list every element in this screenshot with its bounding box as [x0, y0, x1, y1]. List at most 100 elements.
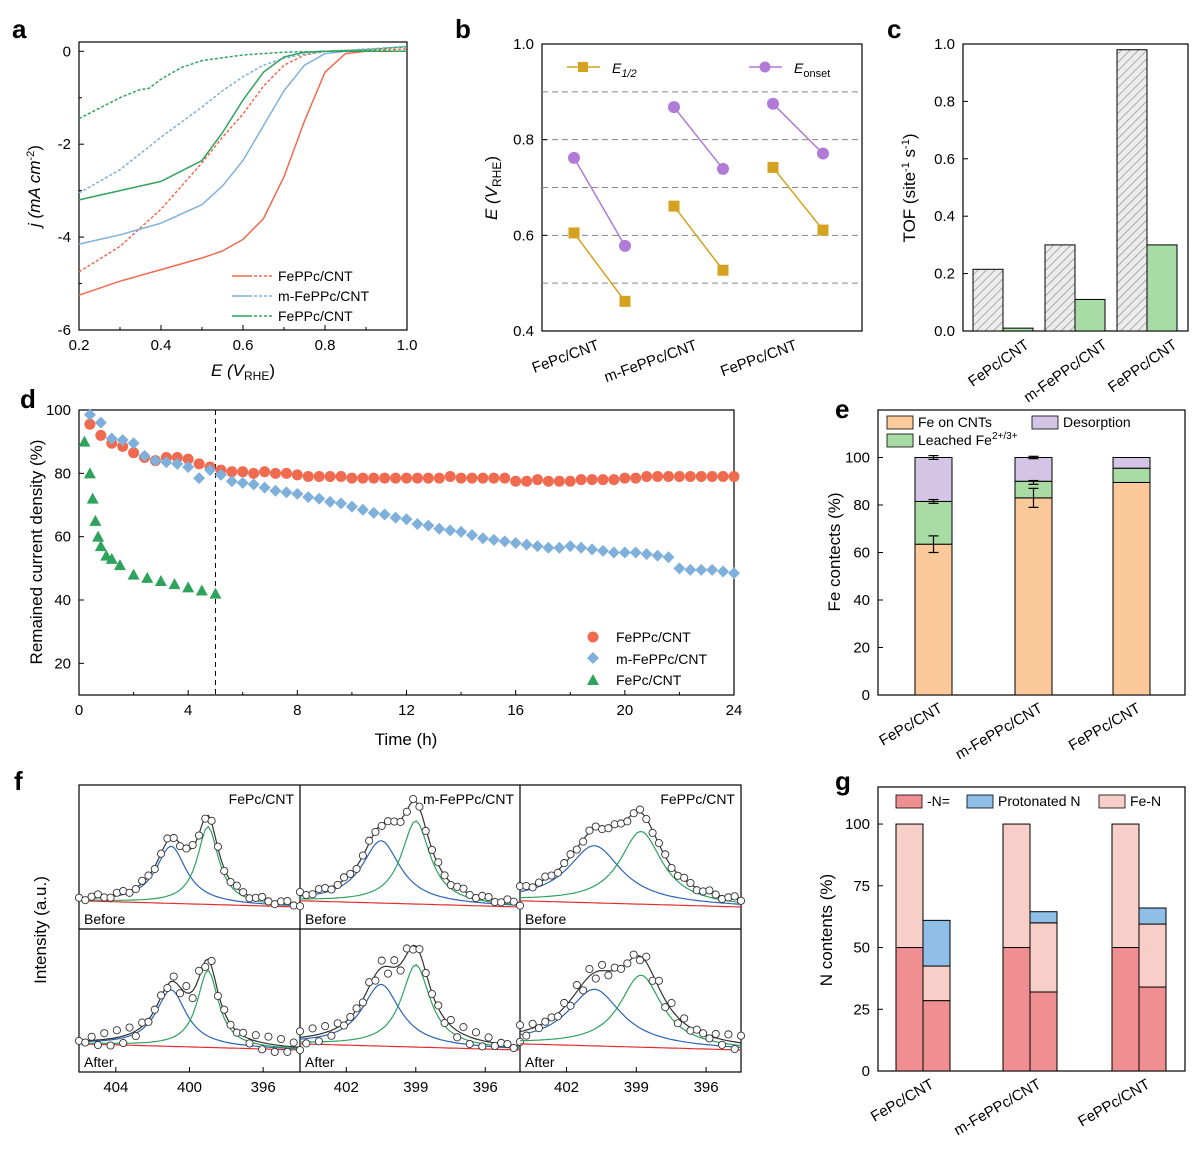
g-bar-segment: [1138, 923, 1167, 988]
g-bar-segment: [1029, 922, 1058, 993]
d-point-feppc: [499, 472, 511, 484]
f-xtick-label: 402: [554, 1079, 579, 1096]
f-row-label: Before: [84, 911, 125, 927]
f-data-point: [150, 864, 159, 874]
f-row-label: After: [305, 1054, 335, 1070]
f-data-point: [396, 966, 405, 975]
f-peak-2: [79, 969, 301, 1050]
e-bar-segment: [914, 543, 953, 696]
f-data-point: [409, 795, 418, 804]
b-category-label: m-FePPc/CNT: [602, 337, 699, 386]
f-data-point: [623, 959, 632, 968]
d-point-feppc: [619, 472, 631, 484]
d-point-feppc: [302, 471, 314, 482]
legend-b-eonset: Eonset: [794, 60, 830, 80]
a-series-4: [78, 50, 407, 201]
f-row-label: Before: [305, 911, 346, 927]
d-point-mfeppc: [291, 487, 304, 500]
d-point-mfeppc: [433, 522, 446, 535]
d-point-mfeppc: [695, 563, 708, 576]
d-point-feppc: [95, 429, 107, 441]
d-point-feppc: [291, 469, 303, 481]
f-data-point: [459, 884, 468, 893]
f-data-point: [365, 836, 374, 845]
f-data-point: [421, 826, 430, 835]
f-data-point: [623, 817, 632, 826]
f-data-point: [654, 839, 663, 848]
f-xtick-label: 396: [473, 1079, 498, 1096]
d-point-mfeppc: [509, 537, 522, 549]
d-point-mfeppc: [728, 567, 740, 580]
g-bar-segment: [1002, 947, 1031, 1072]
d-point-fepc: [168, 578, 181, 590]
f-data-point: [459, 1023, 468, 1032]
f-data-point: [383, 969, 393, 978]
f-data-point: [258, 892, 267, 901]
f-data-point: [352, 1004, 361, 1013]
d-point-mfeppc: [378, 508, 391, 521]
f-data-point: [377, 821, 386, 830]
d-point-mfeppc: [105, 432, 118, 445]
f-data-point: [635, 805, 645, 814]
f-data-point: [169, 833, 178, 843]
f-data-point: [629, 809, 638, 818]
f-data-point: [402, 807, 411, 816]
e-bar-segment: [1112, 481, 1151, 696]
d-point-feppc: [488, 472, 500, 484]
d-point-mfeppc: [116, 434, 129, 447]
b-connector: [673, 205, 724, 271]
d-point-mfeppc: [367, 506, 380, 519]
f-data-point: [490, 1041, 499, 1050]
f-data-point: [534, 1024, 543, 1033]
d-xtick-label: 0: [75, 702, 83, 719]
f-data-point: [718, 1040, 727, 1049]
f-baseline: [520, 900, 742, 908]
d-ytick-label: 20: [54, 655, 71, 672]
d-point-mfeppc: [389, 511, 402, 524]
f-data-point: [112, 1026, 121, 1035]
d-point-mfeppc: [531, 540, 544, 553]
f-data-point: [566, 1001, 575, 1010]
e-ytick-label: 20: [853, 640, 870, 657]
f-data-point: [144, 1017, 153, 1026]
d-point-feppc: [684, 471, 696, 482]
f-data-point: [295, 1027, 305, 1036]
d-point-mfeppc: [225, 475, 238, 488]
e-ytick-label: 60: [853, 545, 870, 562]
e-ytick-label: 100: [845, 450, 870, 467]
d-point-mfeppc: [575, 541, 588, 554]
f-data-point: [119, 1038, 128, 1048]
f-data-point: [566, 850, 575, 859]
f-data-point: [421, 968, 430, 978]
panel-d: 0 4 8 12 16 20 24 20 40 60 80 100 Time (h) Remained…: [27, 402, 742, 749]
f-data-point: [182, 844, 191, 853]
f-baseline: [79, 900, 301, 908]
b-ytick-label: 1.0: [513, 36, 534, 53]
f-panel-title: m-FePPc/CNT: [423, 791, 514, 807]
a-series-2: [78, 50, 407, 245]
f-data-point: [220, 866, 229, 875]
f-data-point: [157, 849, 166, 858]
a-xtick-label: 0.4: [151, 337, 172, 354]
f-data-point: [339, 1021, 349, 1030]
f-data-point: [642, 952, 651, 961]
d-point-fepc: [86, 492, 99, 504]
f-data-point: [572, 980, 581, 990]
d-point-mfeppc: [651, 549, 664, 562]
legend-d-item-3: FePc/CNT: [616, 672, 682, 688]
b-eonset-point: [619, 239, 631, 252]
d-point-feppc: [379, 472, 391, 484]
d-point-feppc: [368, 472, 380, 484]
f-data-point: [371, 827, 380, 836]
f-data-point: [528, 883, 537, 892]
f-data-point: [591, 974, 600, 983]
f-data-point: [585, 964, 594, 974]
d-point-mfeppc: [673, 562, 686, 575]
f-data-point: [579, 837, 588, 846]
f-data-point: [201, 962, 210, 971]
d-point-mfeppc: [706, 563, 719, 576]
f-data-point: [308, 890, 317, 899]
panel-a: 0.2 0.4 0.6 0.8 1.0 0 -2 -4 -6 E (VRHE) j (mA cm…: [25, 41, 417, 383]
panel-c-ylabel: TOF (site-1 s-1): [900, 134, 919, 243]
f-peak-2: [300, 820, 521, 906]
